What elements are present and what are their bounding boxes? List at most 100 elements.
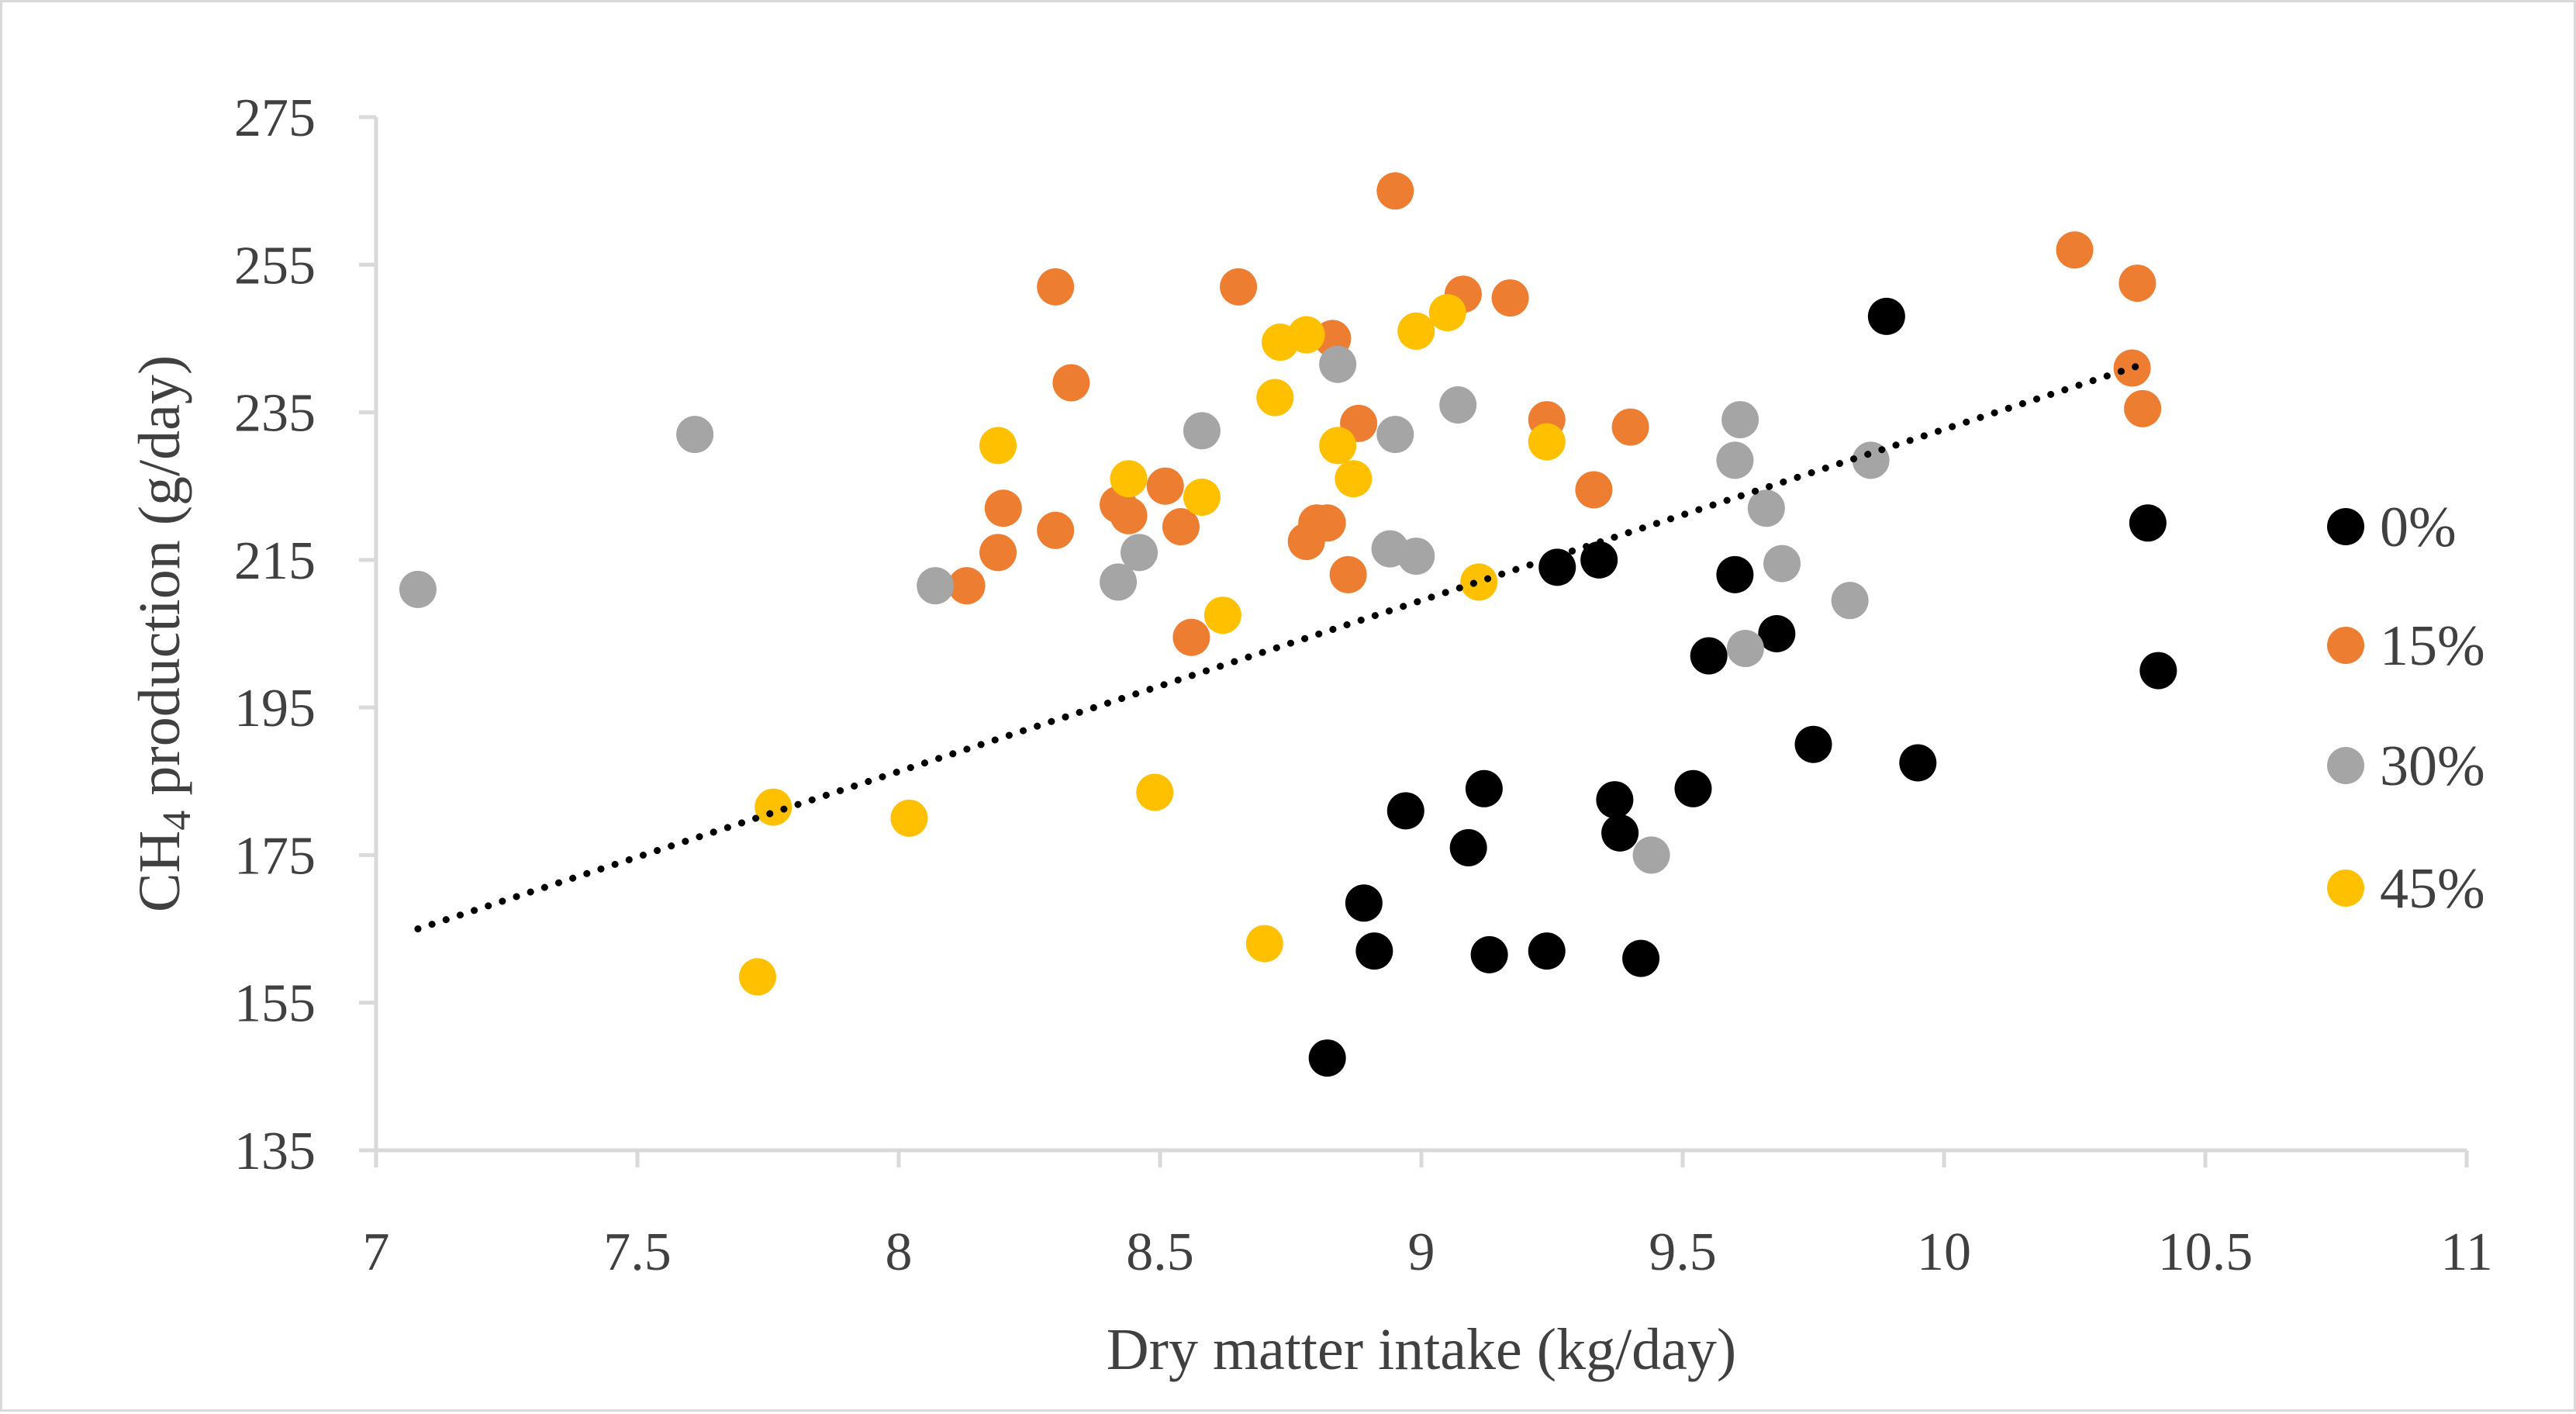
data-point	[1721, 401, 1759, 439]
data-point	[1460, 563, 1498, 601]
data-point	[1245, 925, 1283, 963]
x-tick-label: 10	[1917, 1222, 1971, 1282]
data-point	[1121, 534, 1159, 572]
data-point	[754, 788, 792, 826]
data-point	[1397, 312, 1435, 350]
data-point	[1528, 423, 1566, 461]
data-point	[948, 567, 986, 605]
x-tick-label: 8	[886, 1222, 913, 1282]
trendline	[414, 361, 2146, 933]
x-tick-label: 7.5	[603, 1222, 672, 1282]
y-tick-label: 195	[234, 679, 316, 738]
data-point	[1397, 538, 1435, 576]
legend-marker-15	[2327, 627, 2364, 664]
legend-label-0: 0%	[2380, 496, 2457, 559]
data-point	[1110, 460, 1148, 498]
data-point	[1716, 441, 1754, 479]
y-axis-title-suffix: production (g/day)	[127, 355, 192, 811]
data-point	[1747, 489, 1785, 527]
data-point	[1596, 781, 1634, 819]
data-point	[979, 534, 1017, 572]
x-tick-label: 9	[1408, 1222, 1435, 1282]
legend-item-30: 30%	[2327, 735, 2485, 798]
data-point	[1867, 297, 1905, 335]
data-point	[2129, 504, 2167, 542]
data-point	[1256, 379, 1294, 417]
data-point	[1172, 618, 1210, 656]
x-tick-label: 11	[2440, 1222, 2492, 1282]
data-point	[1287, 316, 1325, 354]
y-tick-label: 155	[234, 974, 316, 1034]
data-point	[1220, 268, 1258, 306]
data-point	[1329, 555, 1367, 593]
data-point	[1319, 427, 1357, 465]
legend-marker-30	[2327, 747, 2364, 784]
data-point	[1601, 814, 1639, 852]
y-axis-title: CH4 production (g/day)	[127, 355, 199, 912]
data-point	[1110, 496, 1148, 534]
data-point	[984, 489, 1022, 527]
data-point	[1611, 408, 1649, 446]
data-point	[2124, 389, 2162, 427]
data-point	[1376, 416, 1414, 454]
data-point	[1386, 792, 1424, 830]
data-point	[2118, 264, 2156, 303]
series-45-pct	[739, 294, 1566, 996]
data-point	[1538, 548, 1576, 586]
y-axis-ticks	[359, 115, 376, 1153]
data-point	[2056, 231, 2094, 269]
data-point	[399, 570, 437, 608]
y-tick-label: 135	[234, 1122, 316, 1181]
data-point	[1831, 582, 1869, 620]
x-tick-label: 8.5	[1126, 1222, 1194, 1282]
data-point	[1376, 172, 1414, 210]
data-point	[1428, 294, 1466, 332]
data-point	[1146, 467, 1184, 505]
data-point	[1465, 769, 1503, 807]
data-point	[1716, 555, 1754, 593]
y-tick-label: 235	[234, 384, 316, 444]
y-tick-label: 175	[234, 826, 316, 886]
data-point	[1308, 504, 1346, 542]
y-axis-title-prefix: CH	[127, 831, 192, 913]
legend-label-15: 15%	[2380, 614, 2485, 678]
plot-area: 135 155 175 195 215 235 255 275 7 7.5 8 8.5 9 9.5 10 1…	[234, 88, 2493, 1282]
data-point	[739, 958, 777, 996]
x-tick-label: 7	[363, 1222, 390, 1282]
data-points	[399, 172, 2177, 1077]
data-point	[1203, 596, 1241, 634]
data-point	[1162, 508, 1200, 546]
data-point	[1037, 511, 1075, 549]
data-point	[1674, 769, 1712, 807]
data-point	[1758, 615, 1796, 652]
data-point	[1449, 828, 1487, 866]
legend-label-30: 30%	[2380, 735, 2485, 798]
data-point	[1794, 725, 1832, 763]
x-tick-label: 9.5	[1649, 1222, 1717, 1282]
data-point	[1470, 935, 1508, 973]
x-axis-ticks	[374, 1150, 2469, 1167]
x-axis-title: Dry matter intake (kg/day)	[1107, 1317, 1736, 1382]
data-point	[1345, 884, 1383, 922]
data-point	[676, 416, 714, 454]
y-tick-labels: 135 155 175 195 215 235 255 275	[234, 88, 316, 1181]
data-point	[1308, 1039, 1346, 1077]
data-point	[979, 427, 1017, 465]
data-point	[1100, 563, 1138, 601]
data-point	[1183, 412, 1221, 450]
data-point	[1491, 279, 1529, 317]
data-point	[1136, 773, 1174, 811]
data-point	[1622, 939, 1660, 977]
series-0-pct	[1308, 297, 2177, 1077]
data-point	[917, 567, 955, 605]
data-point	[1763, 545, 1801, 583]
data-point	[1439, 386, 1477, 424]
y-tick-label: 215	[234, 531, 316, 591]
data-point	[1690, 637, 1728, 675]
data-point	[890, 799, 928, 837]
y-axis-title-subscript: 4	[155, 811, 199, 831]
data-point	[1575, 471, 1613, 509]
data-point	[1183, 478, 1221, 516]
